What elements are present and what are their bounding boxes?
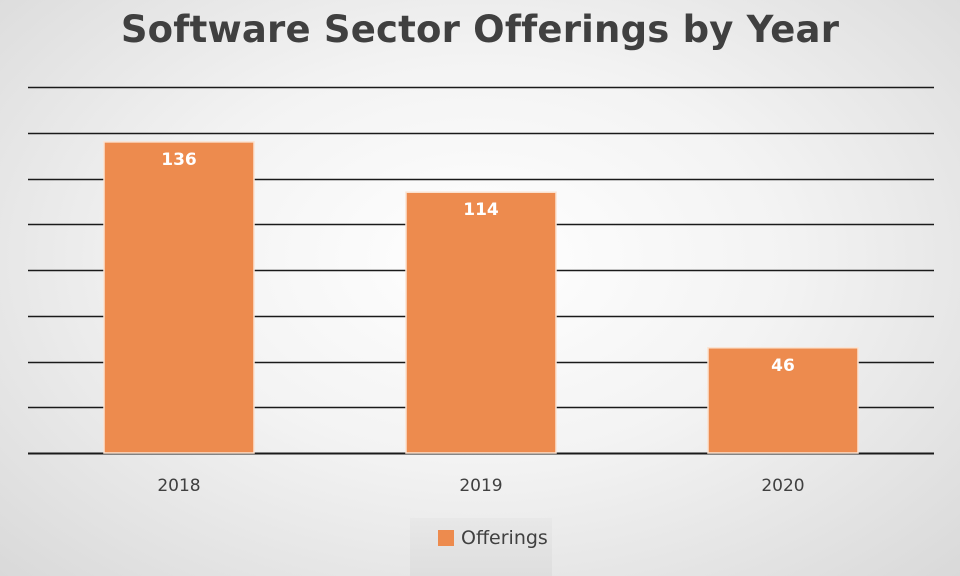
legend-swatch — [438, 530, 454, 546]
legend: Offerings — [410, 518, 552, 576]
data-label-2019: 114 — [463, 200, 499, 220]
bar-2020 — [707, 347, 859, 454]
legend-label: Offerings — [461, 527, 548, 549]
x-tick-label-2019: 2019 — [459, 476, 502, 496]
bar-2019 — [405, 191, 557, 454]
x-tick-label-2020: 2020 — [761, 476, 804, 496]
data-label-2018: 136 — [161, 150, 197, 170]
data-label-2020: 46 — [771, 356, 795, 376]
chart-title: Software Sector Offerings by Year — [120, 8, 840, 51]
x-tick-label-2018: 2018 — [157, 476, 200, 496]
bar-2018 — [103, 141, 255, 454]
